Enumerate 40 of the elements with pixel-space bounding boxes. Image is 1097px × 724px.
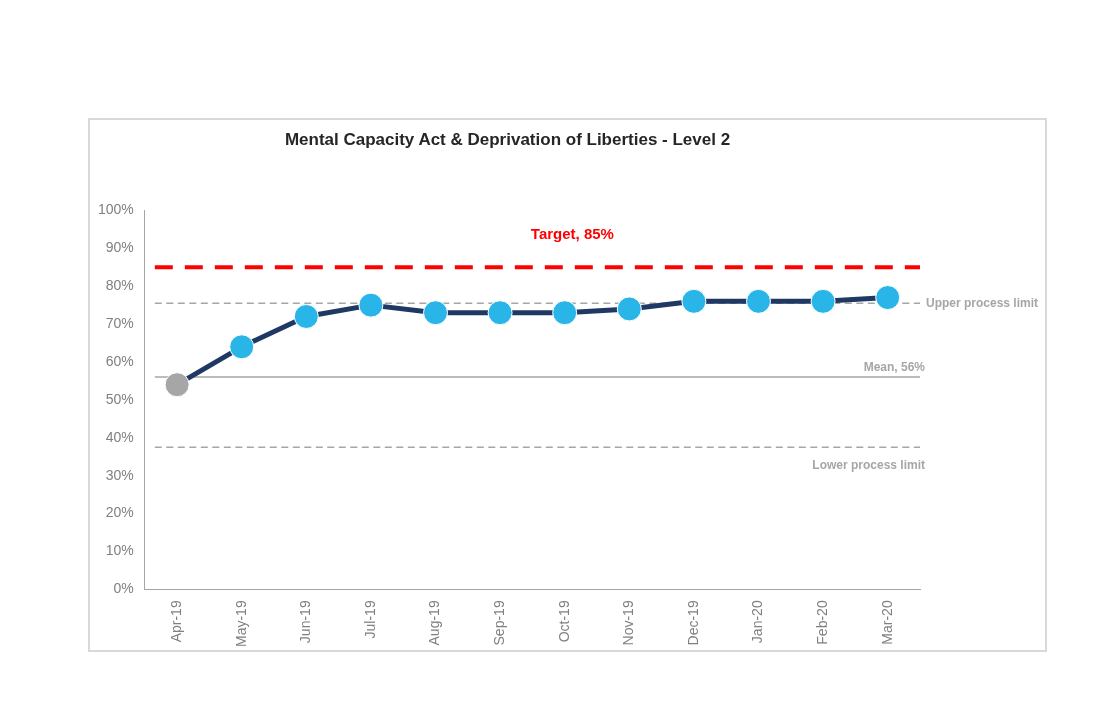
x-tick-label: Dec-19 bbox=[684, 600, 701, 646]
x-tick-label: Nov-19 bbox=[620, 600, 637, 646]
x-tick-label: Aug-19 bbox=[426, 600, 443, 646]
y-tick-label: 80% bbox=[105, 277, 134, 294]
point bbox=[229, 334, 255, 360]
y-tick-label: 0% bbox=[113, 580, 134, 597]
point bbox=[164, 372, 190, 398]
x-tick-label: Jun-19 bbox=[297, 600, 314, 644]
x-tick-label: May-19 bbox=[232, 600, 249, 647]
y-tick-label: 30% bbox=[105, 466, 134, 483]
point bbox=[487, 300, 513, 326]
chart-title: Mental Capacity Act & Deprivation of Liberties - Level 2 bbox=[284, 129, 731, 149]
x-tick-label: Feb-20 bbox=[813, 600, 830, 645]
ref-line-label: Lower process limit bbox=[812, 458, 925, 473]
y-tick-label: 50% bbox=[105, 390, 134, 407]
y-tick-label: 90% bbox=[105, 239, 134, 256]
x-tick-label: Oct-19 bbox=[555, 600, 572, 643]
ref-line-label: Target, 85% bbox=[530, 225, 614, 243]
point bbox=[358, 292, 384, 318]
y-tick-label: 60% bbox=[105, 352, 134, 369]
x-tick-label: Jan-20 bbox=[749, 600, 766, 644]
ref-line-label: Mean, 56% bbox=[863, 360, 926, 375]
point bbox=[681, 288, 707, 314]
y-tick-label: 20% bbox=[105, 504, 134, 521]
y-tick-label: 100% bbox=[97, 201, 134, 218]
point bbox=[293, 304, 319, 329]
x-tick-label: Jul-19 bbox=[361, 600, 378, 639]
point bbox=[810, 288, 836, 314]
point bbox=[552, 300, 578, 326]
point bbox=[746, 288, 771, 314]
point bbox=[875, 285, 901, 311]
x-tick-label: Apr-19 bbox=[167, 600, 184, 643]
x-tick-label: Sep-19 bbox=[490, 600, 507, 646]
point bbox=[423, 300, 448, 326]
y-tick-label: 40% bbox=[105, 428, 134, 445]
x-tick-label: Mar-20 bbox=[878, 600, 895, 645]
y-tick-label: 10% bbox=[105, 542, 134, 559]
ref-line-label: Upper process limit bbox=[926, 296, 1039, 311]
point bbox=[616, 296, 642, 322]
y-tick-label: 70% bbox=[105, 314, 134, 331]
